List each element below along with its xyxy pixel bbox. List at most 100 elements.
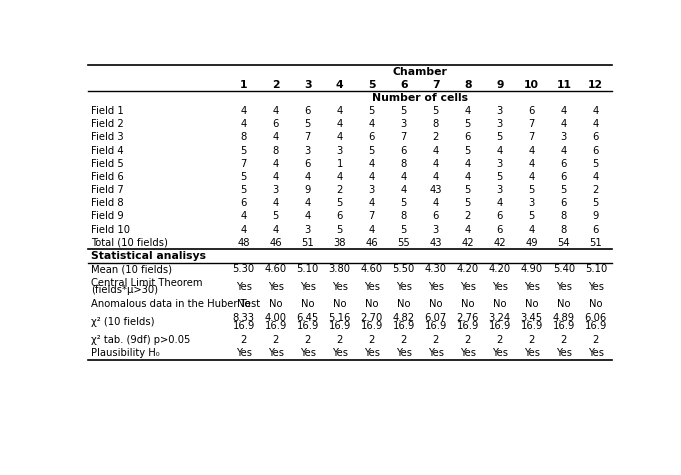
Text: 3: 3 — [496, 106, 503, 116]
Text: 42: 42 — [462, 238, 474, 248]
Text: 16.9: 16.9 — [296, 321, 319, 331]
Text: Yes: Yes — [300, 282, 316, 292]
Text: 4.20: 4.20 — [457, 264, 479, 274]
Text: 4.82: 4.82 — [393, 313, 415, 323]
Text: 6: 6 — [560, 172, 567, 182]
Text: 6: 6 — [304, 106, 311, 116]
Text: Field 2: Field 2 — [91, 119, 124, 129]
Text: No: No — [365, 299, 379, 309]
Text: 2: 2 — [368, 335, 375, 345]
Text: 4: 4 — [336, 80, 343, 90]
Text: 49: 49 — [526, 238, 538, 248]
Text: 3: 3 — [432, 225, 439, 235]
Text: 4: 4 — [528, 146, 535, 156]
Text: 5: 5 — [336, 198, 343, 209]
Text: Plausibility H₀: Plausibility H₀ — [91, 348, 159, 359]
Text: 4: 4 — [464, 159, 471, 169]
Text: No: No — [557, 299, 571, 309]
Text: Yes: Yes — [300, 348, 316, 359]
Text: 5: 5 — [528, 185, 535, 195]
Text: 4: 4 — [304, 172, 311, 182]
Text: 2: 2 — [528, 335, 535, 345]
Text: 2.76: 2.76 — [456, 313, 479, 323]
Text: 4: 4 — [560, 106, 567, 116]
Text: χ² tab. (9df) p>0.05: χ² tab. (9df) p>0.05 — [91, 335, 190, 345]
Text: 8: 8 — [400, 211, 407, 221]
Text: 5: 5 — [560, 185, 567, 195]
Text: 2: 2 — [336, 335, 343, 345]
Text: χ² (10 fields): χ² (10 fields) — [91, 317, 155, 327]
Text: 7: 7 — [528, 119, 535, 129]
Text: 6.06: 6.06 — [585, 313, 607, 323]
Text: 2: 2 — [304, 335, 311, 345]
Text: 8.33: 8.33 — [233, 313, 255, 323]
Text: Yes: Yes — [588, 282, 604, 292]
Text: 4: 4 — [432, 159, 439, 169]
Text: 8: 8 — [432, 119, 439, 129]
Text: No: No — [301, 299, 315, 309]
Text: 9: 9 — [592, 211, 599, 221]
Text: 16.9: 16.9 — [585, 321, 607, 331]
Text: Field 9: Field 9 — [91, 211, 124, 221]
Text: Field 1: Field 1 — [91, 106, 124, 116]
Text: 6: 6 — [592, 146, 599, 156]
Text: 12: 12 — [588, 80, 603, 90]
Text: 4: 4 — [304, 211, 311, 221]
Text: Yes: Yes — [556, 282, 572, 292]
Text: Field 5: Field 5 — [91, 159, 124, 169]
Text: Yes: Yes — [396, 348, 412, 359]
Text: 6: 6 — [432, 211, 439, 221]
Text: 2: 2 — [464, 211, 471, 221]
Text: 2: 2 — [496, 335, 503, 345]
Text: 2: 2 — [240, 335, 247, 345]
Text: 5: 5 — [368, 80, 375, 90]
Text: 4.60: 4.60 — [361, 264, 383, 274]
Text: 6: 6 — [240, 198, 247, 209]
Text: 4: 4 — [240, 211, 247, 221]
Text: 3: 3 — [496, 185, 503, 195]
Text: 46: 46 — [270, 238, 282, 248]
Text: 3: 3 — [496, 119, 503, 129]
Text: 16.9: 16.9 — [552, 321, 575, 331]
Text: 4: 4 — [304, 198, 311, 209]
Text: Yes: Yes — [428, 282, 444, 292]
Text: Yes: Yes — [332, 348, 348, 359]
Text: Field 3: Field 3 — [91, 133, 123, 142]
Text: 3: 3 — [496, 159, 503, 169]
Text: 3.45: 3.45 — [521, 313, 543, 323]
Text: 16.9: 16.9 — [232, 321, 255, 331]
Text: 4: 4 — [400, 172, 407, 182]
Text: 43: 43 — [430, 238, 442, 248]
Text: 6: 6 — [560, 198, 567, 209]
Text: 16.9: 16.9 — [424, 321, 447, 331]
Text: 2: 2 — [400, 335, 407, 345]
Text: No: No — [525, 299, 539, 309]
Text: Yes: Yes — [364, 282, 380, 292]
Text: 6: 6 — [400, 146, 407, 156]
Text: Chamber: Chamber — [392, 66, 447, 76]
Text: 6.07: 6.07 — [425, 313, 447, 323]
Text: Yes: Yes — [268, 348, 284, 359]
Text: 4.30: 4.30 — [425, 264, 447, 274]
Text: 5: 5 — [496, 172, 503, 182]
Text: 2: 2 — [272, 335, 279, 345]
Text: 4: 4 — [336, 119, 343, 129]
Text: 9: 9 — [496, 80, 503, 90]
Text: 4: 4 — [464, 172, 471, 182]
Text: 4: 4 — [560, 146, 567, 156]
Text: 3: 3 — [336, 146, 343, 156]
Text: 16.9: 16.9 — [328, 321, 351, 331]
Text: 16.9: 16.9 — [520, 321, 543, 331]
Text: 4: 4 — [240, 106, 247, 116]
Text: 9: 9 — [304, 185, 311, 195]
Text: 3: 3 — [560, 133, 567, 142]
Text: 5.16: 5.16 — [328, 313, 351, 323]
Text: 4: 4 — [528, 172, 535, 182]
Text: Yes: Yes — [364, 348, 380, 359]
Text: 5: 5 — [400, 225, 407, 235]
Text: No: No — [589, 299, 603, 309]
Text: 6: 6 — [304, 159, 311, 169]
Text: 16.9: 16.9 — [488, 321, 511, 331]
Text: Yes: Yes — [332, 282, 348, 292]
Text: Yes: Yes — [236, 348, 252, 359]
